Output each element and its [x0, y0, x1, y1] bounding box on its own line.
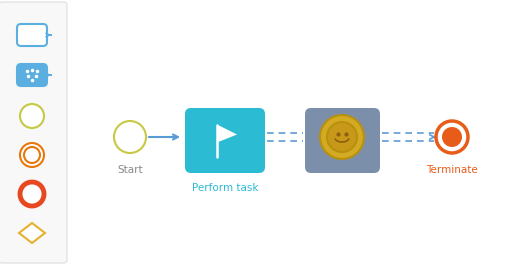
- FancyBboxPatch shape: [0, 2, 67, 263]
- Circle shape: [320, 115, 364, 159]
- FancyBboxPatch shape: [17, 64, 47, 86]
- Text: Terminate: Terminate: [426, 165, 478, 175]
- Text: Start: Start: [117, 165, 143, 175]
- Circle shape: [24, 147, 40, 163]
- Circle shape: [20, 143, 44, 167]
- Circle shape: [327, 122, 357, 152]
- Polygon shape: [217, 124, 237, 143]
- Circle shape: [114, 121, 146, 153]
- FancyBboxPatch shape: [305, 108, 380, 173]
- Circle shape: [442, 127, 462, 147]
- Text: Perform task: Perform task: [192, 183, 258, 193]
- Circle shape: [20, 104, 44, 128]
- Circle shape: [20, 182, 44, 206]
- Circle shape: [436, 121, 468, 153]
- FancyBboxPatch shape: [185, 108, 265, 173]
- Polygon shape: [19, 223, 45, 243]
- FancyBboxPatch shape: [17, 24, 47, 46]
